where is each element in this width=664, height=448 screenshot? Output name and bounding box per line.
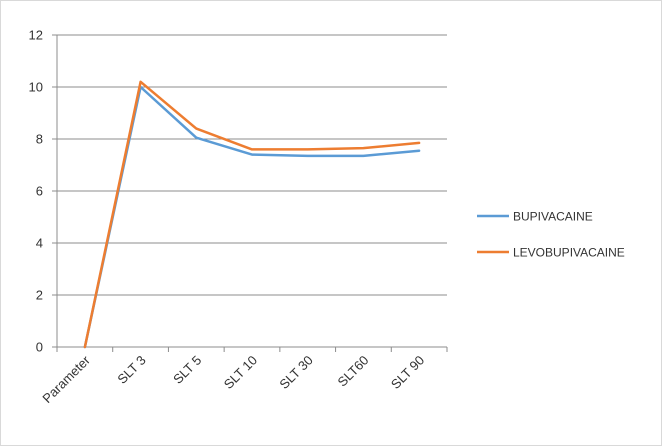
y-tick-label-8: 8: [36, 132, 43, 147]
series-lines: [83, 80, 421, 349]
x-tick-label-slt-30: SLT 30: [276, 353, 315, 392]
y-tick-label-6: 6: [36, 184, 43, 199]
y-tick-label-10: 10: [29, 80, 43, 95]
series-line-bupivacaine: [83, 85, 421, 349]
x-tick-label-slt-3: SLT 3: [114, 353, 148, 387]
y-tick-labels: 0 2 4 6 8 10 12: [29, 28, 43, 355]
x-tick-label-slt-5: SLT 5: [170, 353, 204, 387]
y-tick-label-4: 4: [36, 236, 43, 251]
axes: [52, 34, 448, 352]
gridlines: [57, 34, 447, 348]
y-tick-label-2: 2: [36, 288, 43, 303]
x-tick-label-slt-10: SLT 10: [221, 353, 260, 392]
legend-label-bupivacaine: BUPIVACAINE: [513, 210, 593, 224]
y-tick-label-0: 0: [36, 340, 43, 355]
x-tick-label-slt-90: SLT 90: [388, 353, 427, 392]
x-tick-labels: Parameter SLT 3 SLT 5 SLT 10 SLT 30 SLT60 SLT …: [39, 352, 427, 406]
legend-label-levobupivacaine: LEVOBUPIVACAINE: [513, 246, 625, 260]
y-tick-label-12: 12: [29, 28, 43, 43]
series-line-levobupivacaine: [83, 80, 421, 349]
x-tick-label-slt60: SLT60: [335, 353, 372, 390]
x-tick-label-parameter: Parameter: [39, 352, 93, 406]
legend: BUPIVACAINE LEVOBUPIVACAINE: [477, 210, 625, 260]
